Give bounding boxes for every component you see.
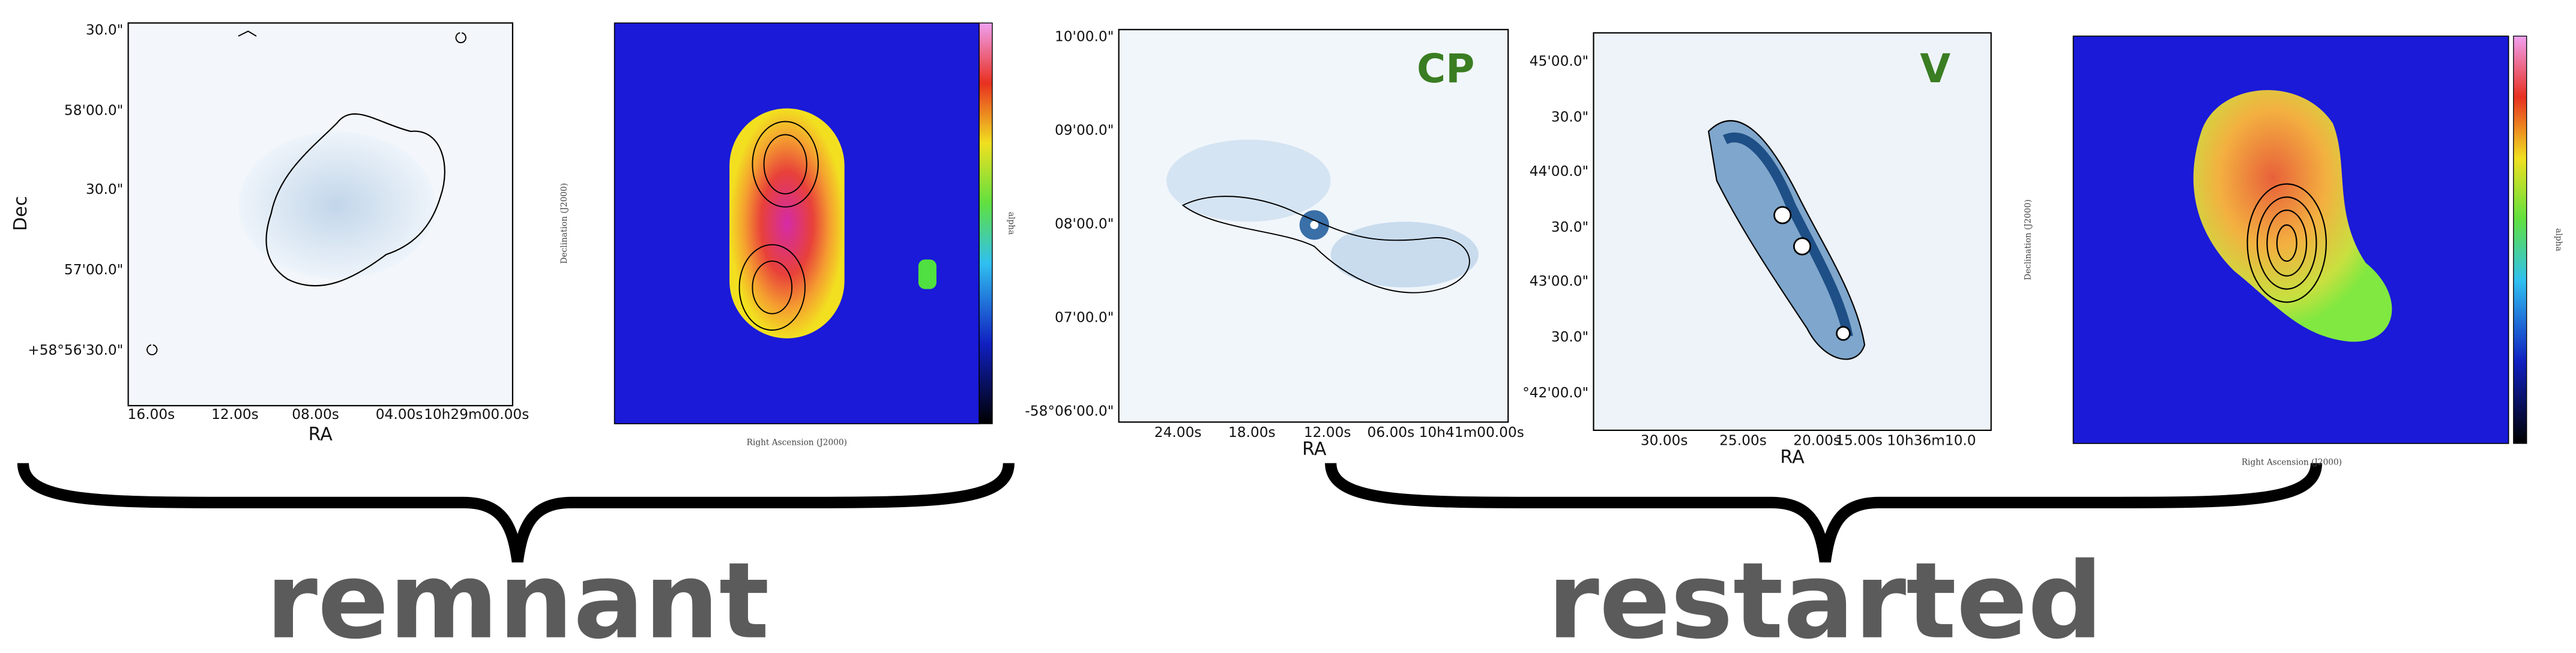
x-tick-label: 12.00s bbox=[211, 406, 259, 423]
x-tick-label: 08.00s bbox=[292, 406, 339, 423]
panel-image bbox=[2072, 35, 2527, 444]
x-tick-label: 18.00s bbox=[1228, 424, 1276, 441]
group-label: remnant bbox=[266, 540, 770, 653]
x-tick-label: 24.00s bbox=[1154, 424, 1202, 441]
y-tick-label: 10'00.0" bbox=[1055, 28, 1114, 44]
x-axis-label: Right Ascension (J2000) bbox=[2242, 457, 2342, 467]
y-tick-label: °42'00.0" bbox=[1522, 385, 1588, 401]
y-tick-label: 44'00.0" bbox=[1530, 163, 1588, 179]
y-tick-label: 08'00.0" bbox=[1055, 215, 1114, 232]
x-tick-label: 15.00s 10h36m10.0 bbox=[1835, 433, 1976, 449]
y-axis-label: Declination (J2000) bbox=[560, 183, 569, 264]
panel-tag: V bbox=[1920, 46, 1950, 92]
panel-image bbox=[127, 22, 514, 406]
x-tick-label: 25.00s bbox=[1719, 433, 1767, 449]
x-tick-label: 06.00s 10h41m00.00s bbox=[1368, 424, 1524, 441]
y-tick-label: +58°56'30.0" bbox=[28, 342, 123, 358]
panel-image bbox=[1118, 29, 1509, 423]
colorbar-label: alpha bbox=[2554, 228, 2563, 251]
x-tick-label: 30.00s bbox=[1641, 433, 1688, 449]
y-tick-label: 30.0" bbox=[1551, 219, 1588, 235]
panel-tag: CP bbox=[1417, 46, 1474, 92]
x-tick-label: 12.00s bbox=[1304, 424, 1351, 441]
y-tick-label: 45'00.0" bbox=[1530, 53, 1588, 69]
y-axis-label: Dec bbox=[10, 196, 31, 231]
y-tick-label: 58'00.0" bbox=[64, 103, 123, 119]
x-axis-label: RA bbox=[1302, 439, 1327, 460]
colorbar-label: alpha bbox=[1006, 212, 1016, 235]
y-tick-label: 43'00.0" bbox=[1530, 273, 1588, 289]
x-axis-label: RA bbox=[309, 424, 333, 445]
y-tick-label: 30.0" bbox=[1551, 329, 1588, 345]
y-tick-label: 57'00.0" bbox=[64, 262, 123, 278]
group-label: restarted bbox=[1548, 540, 2103, 653]
x-axis-label: RA bbox=[1780, 447, 1805, 468]
y-axis-label: Declination (J2000) bbox=[2023, 199, 2033, 280]
y-tick-label: 30.0" bbox=[1551, 109, 1588, 125]
x-tick-label: 04.00s bbox=[376, 406, 423, 423]
x-tick-label: 10h29m00.00s bbox=[424, 406, 529, 423]
x-tick-label: 20.00s bbox=[1793, 433, 1841, 449]
y-tick-label: 30.0" bbox=[86, 22, 123, 38]
panel-image bbox=[614, 22, 993, 424]
x-axis-label: Right Ascension (J2000) bbox=[747, 438, 847, 448]
y-tick-label: -58°06'00.0" bbox=[1025, 403, 1114, 419]
panel-image bbox=[1593, 32, 1992, 432]
x-tick-label: 16.00s bbox=[128, 406, 175, 423]
y-tick-label: 09'00.0" bbox=[1055, 122, 1114, 138]
y-tick-label: 07'00.0" bbox=[1055, 309, 1114, 325]
brace bbox=[17, 462, 1015, 563]
y-tick-label: 30.0" bbox=[86, 181, 123, 197]
brace bbox=[1325, 462, 2323, 563]
